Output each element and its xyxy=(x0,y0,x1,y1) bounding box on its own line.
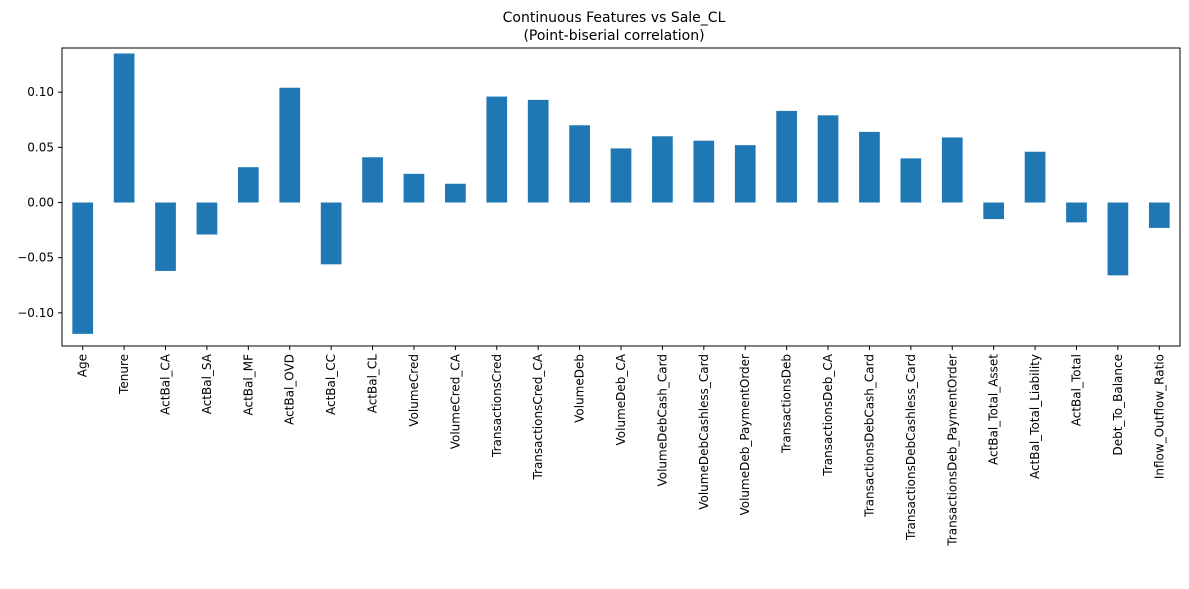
x-tick-label: ActBal_CC xyxy=(324,354,338,415)
bar-TransactionsCred xyxy=(486,96,508,203)
x-tick-label: TransactionsCred xyxy=(490,354,504,458)
bar-Debt_To_Balance xyxy=(1107,202,1129,276)
x-tick-label: TransactionsDeb xyxy=(780,354,794,454)
x-tick-label: ActBal_Total xyxy=(1069,354,1083,426)
x-axis: Age Tenure ActBal_CA ActBal_SA ActBal_MF ActB… xyxy=(76,346,1166,547)
bar-ActBal_Total_Liability xyxy=(1024,151,1046,203)
x-tick-label: TransactionsCred_CA xyxy=(531,353,545,480)
bar-TransactionsDeb_PaymentOrder xyxy=(941,137,963,203)
bar-Tenure xyxy=(113,53,135,203)
y-tick-label: 0.00 xyxy=(27,196,54,210)
x-tick-label: ActBal_Total_Liability xyxy=(1028,354,1042,479)
bar-VolumeDeb xyxy=(569,125,590,203)
x-tick-label: VolumeDeb xyxy=(573,354,587,423)
bar-ActBal_MF xyxy=(237,167,259,203)
x-tick-label: TransactionsDeb_CA xyxy=(821,353,835,477)
bar-Age xyxy=(72,202,94,334)
x-tick-label: VolumeDebCashless_Card xyxy=(697,354,711,510)
x-tick-label: ActBal_OVD xyxy=(283,354,297,425)
y-axis: −0.10 −0.05 0.00 0.05 0.10 xyxy=(17,85,62,320)
x-tick-label: ActBal_CA xyxy=(159,353,173,415)
bar-TransactionsDeb_CA xyxy=(817,115,839,203)
bar-ActBal_Total_Asset xyxy=(983,202,1005,220)
x-tick-label: TransactionsDebCashless_Card xyxy=(904,354,918,541)
x-tick-label: ActBal_MF xyxy=(241,354,255,416)
bar-ActBal_Total xyxy=(1066,202,1087,223)
x-tick-label: Inflow_Outflow_Ratio xyxy=(1152,354,1166,479)
x-tick-label: Debt_To_Balance xyxy=(1111,354,1125,455)
bar-VolumeCred xyxy=(403,173,425,203)
x-tick-label: TransactionsDeb_PaymentOrder xyxy=(945,354,959,547)
bar-ActBal_CA xyxy=(155,202,176,271)
bar-ActBal_CL xyxy=(362,157,383,203)
bar-Inflow_Outflow_Ratio xyxy=(1148,202,1170,228)
x-tick-label: VolumeDebCash_Card xyxy=(655,354,669,487)
x-tick-label: ActBal_CL xyxy=(366,354,380,414)
bar-VolumeDebCash_Card xyxy=(652,136,673,203)
bar-VolumeCred_CA xyxy=(445,183,466,203)
y-tick-label: −0.10 xyxy=(17,306,54,320)
x-tick-label: TransactionsDebCash_Card xyxy=(862,354,876,518)
x-tick-label: VolumeDeb_CA xyxy=(614,353,628,445)
x-tick-label: Tenure xyxy=(117,354,131,395)
bar-ActBal_CC xyxy=(320,202,342,265)
bar-VolumeDeb_PaymentOrder xyxy=(734,145,756,203)
x-tick-label: ActBal_SA xyxy=(200,353,214,414)
x-tick-label: Age xyxy=(76,354,90,377)
x-tick-label: ActBal_Total_Asset xyxy=(987,354,1001,465)
bar-TransactionsDebCash_Card xyxy=(859,131,880,203)
x-tick-label: VolumeCred xyxy=(407,354,421,427)
y-tick-label: −0.05 xyxy=(17,251,54,265)
x-tick-label: VolumeCred_CA xyxy=(448,353,462,449)
bar-ActBal_OVD xyxy=(279,87,301,203)
chart-subtitle: (Point-biserial correlation) xyxy=(523,28,704,44)
bar-VolumeDeb_CA xyxy=(610,148,632,203)
x-tick-label: VolumeDeb_PaymentOrder xyxy=(738,354,752,516)
bar-TransactionsCred_CA xyxy=(527,99,549,203)
bar-ActBal_SA xyxy=(196,202,218,235)
chart-title: Continuous Features vs Sale_CL xyxy=(503,10,726,26)
y-tick-label: 0.10 xyxy=(27,85,54,99)
bar-VolumeDebCashless_Card xyxy=(693,140,715,203)
bars-layer xyxy=(72,53,1170,334)
bar-TransactionsDebCashless_Card xyxy=(900,158,922,203)
bar-TransactionsDeb xyxy=(776,110,797,203)
y-tick-label: 0.05 xyxy=(27,140,54,154)
plot-frame xyxy=(61,47,1181,347)
